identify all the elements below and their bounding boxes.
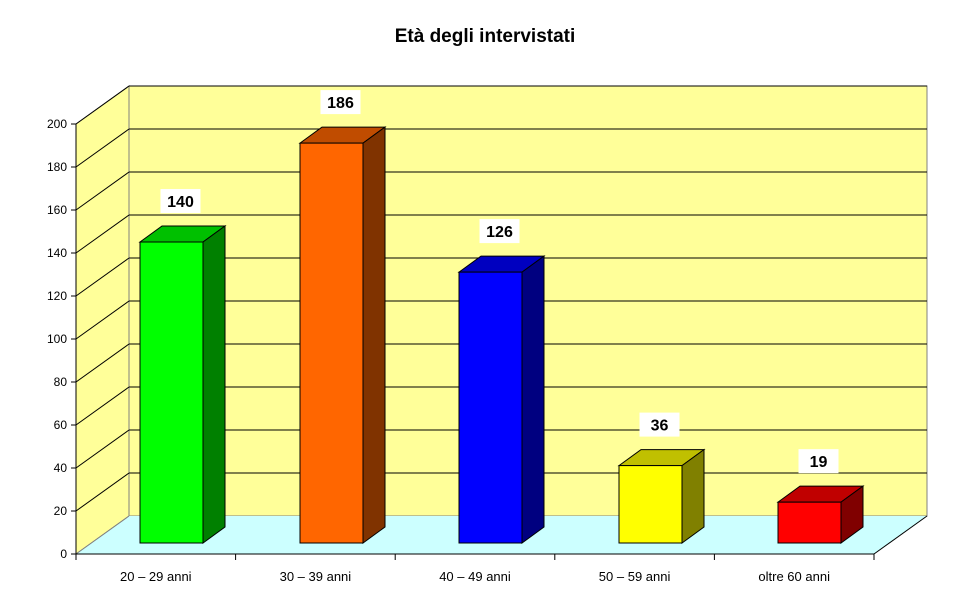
gridline-side [75,171,130,211]
y-tick-label: 0 [60,547,67,561]
category-label: 20 – 29 anni [120,569,192,584]
gridline-side [75,472,130,512]
y-tick-label: 80 [54,375,68,389]
bar-group: 140 [138,189,227,544]
bar-front [777,501,842,544]
value-label: 19 [810,454,828,471]
gridline-side [75,257,130,297]
floor-edge [873,515,928,555]
bar-group: 126 [457,219,546,544]
y-tick-label: 160 [47,203,67,217]
value-label: 186 [327,95,354,112]
value-label-bg [479,219,520,244]
y-tick-label: 140 [47,246,67,260]
y-tick-label: 120 [47,289,67,303]
y-tick-label: 200 [47,117,67,131]
y-tick-label: 20 [54,504,68,518]
gridline-side [75,386,130,426]
bar-front [618,465,683,544]
y-tick-label: 180 [47,160,67,174]
category-label: 40 – 49 anni [439,569,511,584]
y-tick-label: 40 [54,461,68,475]
value-label: 36 [651,418,669,435]
value-label-bg [320,90,361,115]
gridline-side [75,85,130,125]
gridline-side [75,343,130,383]
bar-group: 36 [617,412,706,544]
category-label: oltre 60 anni [758,569,830,584]
value-label: 126 [486,224,513,241]
gridline-side [75,429,130,469]
category-label: 50 – 59 anni [599,569,671,584]
bar-side [202,225,226,544]
y-tick-label: 60 [54,418,68,432]
value-label-bg [798,449,839,474]
y-tick-label: 100 [47,332,67,346]
bar-front [139,241,204,544]
bar-group: 186 [298,90,387,544]
bar-front [458,271,523,544]
floor-side-edge [75,515,130,555]
gridline-side [75,128,130,168]
chart-title: Età degli intervistati [394,26,576,47]
gridline-side [75,300,130,340]
bar-group: 19 [776,449,865,544]
bar-side [362,126,386,544]
bar-side [681,448,705,544]
value-label-bg [639,412,680,437]
value-label-bg [160,189,201,213]
bar-side [521,255,545,544]
gridline-side [75,214,130,254]
value-label: 140 [167,194,194,211]
category-label: 30 – 39 anni [280,569,352,584]
bar-front [299,142,364,544]
